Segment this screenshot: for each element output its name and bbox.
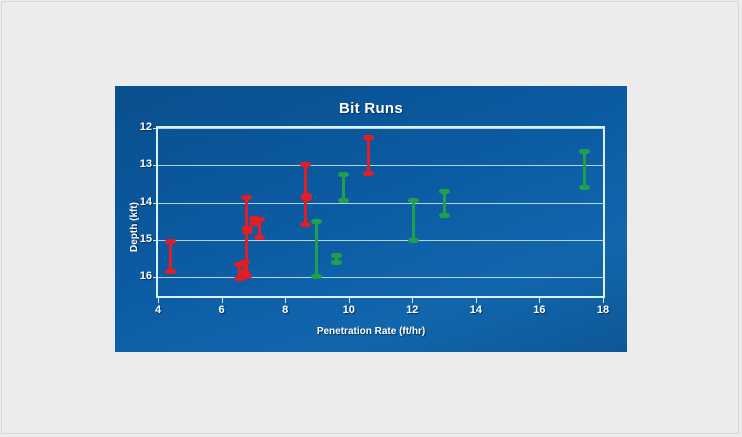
bit-run-bottom-cap bbox=[240, 274, 252, 280]
gridline-y-14 bbox=[158, 202, 603, 204]
plot-area bbox=[156, 126, 605, 298]
x-tick-mark bbox=[539, 298, 541, 303]
bit-run-marker bbox=[408, 197, 420, 243]
bit-run-top-cap bbox=[240, 195, 252, 201]
bit-run-top-cap bbox=[408, 197, 420, 203]
bit-run-marker bbox=[331, 252, 343, 266]
bit-run-top-cap bbox=[254, 217, 266, 223]
bit-run-bottom-cap bbox=[241, 229, 253, 235]
bit-run-top-cap bbox=[241, 226, 253, 232]
y-tick-label-13: 13 bbox=[139, 158, 152, 171]
x-tick-mark bbox=[158, 298, 159, 303]
x-tick-mark bbox=[285, 298, 287, 303]
bit-run-top-cap bbox=[301, 193, 313, 199]
bit-run-bottom-cap bbox=[362, 170, 374, 176]
bit-run-bottom-cap bbox=[233, 276, 245, 282]
bit-run-marker bbox=[301, 193, 313, 202]
bit-runs-chart-panel: Bit Runs Depth (kft) Penetration Rate (f… bbox=[115, 86, 627, 352]
x-tick-label-4: 4 bbox=[154, 304, 162, 316]
x-tick-label-8: 8 bbox=[282, 304, 289, 316]
bit-run-stem bbox=[242, 262, 246, 273]
gridline-y-13 bbox=[158, 165, 603, 167]
bit-run-marker bbox=[362, 135, 374, 176]
x-tick-mark bbox=[412, 298, 414, 303]
bit-run-stem bbox=[443, 190, 447, 217]
bit-run-bottom-cap bbox=[579, 185, 591, 191]
bit-run-marker bbox=[254, 217, 266, 241]
y-tick-label-16: 16 bbox=[139, 270, 152, 283]
bit-run-bottom-cap bbox=[439, 213, 451, 219]
bit-run-top-cap bbox=[362, 135, 374, 141]
x-tick-mark bbox=[475, 298, 477, 303]
bit-run-bottom-cap bbox=[331, 260, 343, 266]
bit-run-bottom-cap bbox=[310, 274, 322, 280]
x-tick-mark bbox=[348, 298, 350, 303]
bit-run-stem bbox=[314, 220, 318, 278]
bit-run-marker bbox=[579, 149, 591, 191]
bit-run-bottom-cap bbox=[238, 269, 250, 275]
bit-run-bottom-cap bbox=[301, 196, 313, 202]
bit-run-marker bbox=[241, 226, 253, 235]
bit-run-top-cap bbox=[164, 239, 176, 245]
y-axis-title: Depth (kft) bbox=[129, 202, 140, 252]
bit-run-marker bbox=[238, 260, 250, 275]
gridline-y-15 bbox=[158, 240, 603, 241]
bit-run-bottom-cap bbox=[249, 221, 261, 227]
bit-run-stem bbox=[244, 197, 248, 278]
gridline-y-12 bbox=[158, 128, 603, 129]
bit-run-top-cap bbox=[310, 218, 322, 224]
bit-run-stem bbox=[412, 199, 416, 241]
x-axis-title: Penetration Rate (ft/hr) bbox=[316, 326, 426, 337]
bit-run-stem bbox=[583, 151, 587, 189]
bit-run-top-cap bbox=[331, 252, 343, 258]
x-tick-label-6: 6 bbox=[218, 304, 225, 316]
bit-run-bottom-cap bbox=[254, 235, 266, 241]
y-tick-label-12: 12 bbox=[139, 121, 152, 133]
bit-run-top-cap bbox=[439, 188, 451, 194]
bit-run-top-cap bbox=[579, 149, 591, 155]
bit-run-marker bbox=[439, 188, 451, 219]
x-tick-label-12: 12 bbox=[406, 304, 419, 316]
bit-run-stem bbox=[258, 219, 262, 239]
x-tick-mark bbox=[603, 298, 604, 303]
x-tick-label-18: 18 bbox=[596, 304, 610, 316]
gridline-y-16 bbox=[158, 277, 603, 279]
bit-run-marker bbox=[240, 195, 252, 280]
bit-run-marker bbox=[310, 218, 322, 280]
bit-run-stem bbox=[366, 137, 370, 174]
bit-run-stem bbox=[168, 241, 172, 272]
x-tick-label-14: 14 bbox=[469, 304, 482, 316]
bit-run-stem bbox=[342, 173, 346, 201]
bit-run-stem bbox=[335, 254, 339, 264]
bit-run-bottom-cap bbox=[408, 237, 420, 243]
bit-run-bottom-cap bbox=[300, 222, 312, 228]
bit-run-marker bbox=[164, 239, 176, 274]
bit-run-top-cap bbox=[338, 171, 350, 177]
x-tick-label-16: 16 bbox=[533, 304, 546, 316]
x-tick-mark bbox=[221, 298, 223, 303]
bit-run-bottom-cap bbox=[164, 268, 176, 274]
bit-run-marker bbox=[338, 171, 350, 203]
chart-title: Bit Runs bbox=[338, 100, 404, 117]
x-tick-label-10: 10 bbox=[342, 304, 355, 316]
bit-run-bottom-cap bbox=[338, 197, 350, 203]
bit-run-top-cap bbox=[238, 260, 250, 266]
bit-run-top-cap bbox=[300, 162, 312, 168]
